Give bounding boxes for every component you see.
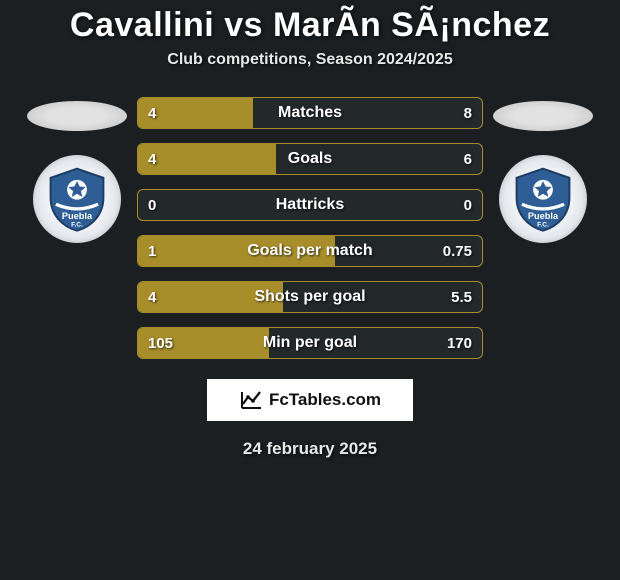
- stat-right-value: 0.75: [433, 236, 482, 266]
- stat-left-value: 4: [138, 98, 166, 128]
- stat-label: Hattricks: [138, 190, 482, 220]
- stat-right-value: 0: [454, 190, 482, 220]
- stat-left-value: 0: [138, 190, 166, 220]
- stat-left-value: 1: [138, 236, 166, 266]
- stat-row: 45.5Shots per goal: [137, 281, 483, 313]
- player-left-photo: [27, 101, 127, 131]
- player-right-club-badge: Puebla F.C.: [499, 155, 587, 243]
- club-crest-icon: Puebla F.C.: [510, 166, 576, 232]
- player-left-club-badge: Puebla F.C.: [33, 155, 121, 243]
- site-logo: FcTables.com: [207, 379, 413, 421]
- subtitle: Club competitions, Season 2024/2025: [0, 51, 620, 69]
- player-left-col: Puebla F.C.: [27, 97, 127, 243]
- stat-right-value: 8: [454, 98, 482, 128]
- stat-right-value: 6: [454, 144, 482, 174]
- svg-text:F.C.: F.C.: [71, 222, 83, 229]
- stat-left-value: 4: [138, 282, 166, 312]
- stat-bar-fill: [138, 236, 335, 266]
- player-right-col: Puebla F.C.: [493, 97, 593, 243]
- chart-icon: [239, 388, 263, 412]
- stat-row: 105170Min per goal: [137, 327, 483, 359]
- stat-right-value: 5.5: [441, 282, 482, 312]
- page-title: Cavallini vs MarÃ­n SÃ¡nchez: [0, 6, 620, 45]
- svg-text:Puebla: Puebla: [62, 211, 93, 221]
- stat-row: 0 0Hattricks: [137, 189, 483, 221]
- comparison-area: Puebla F.C. 48Matches46Goals00Hattricks1…: [0, 97, 620, 359]
- stat-row: 10.75Goals per match: [137, 235, 483, 267]
- stat-row: 46Goals: [137, 143, 483, 175]
- svg-text:Puebla: Puebla: [528, 211, 559, 221]
- site-logo-text: FcTables.com: [269, 390, 381, 410]
- stat-right-value: 170: [437, 328, 482, 358]
- player-right-photo: [493, 101, 593, 131]
- snapshot-date: 24 february 2025: [0, 439, 620, 459]
- club-crest-icon: Puebla F.C.: [44, 166, 110, 232]
- stat-left-value: 105: [138, 328, 183, 358]
- stat-bars: 48Matches46Goals00Hattricks10.75Goals pe…: [137, 97, 483, 359]
- svg-text:F.C.: F.C.: [537, 222, 549, 229]
- stat-row: 48Matches: [137, 97, 483, 129]
- stat-left-value: 4: [138, 144, 166, 174]
